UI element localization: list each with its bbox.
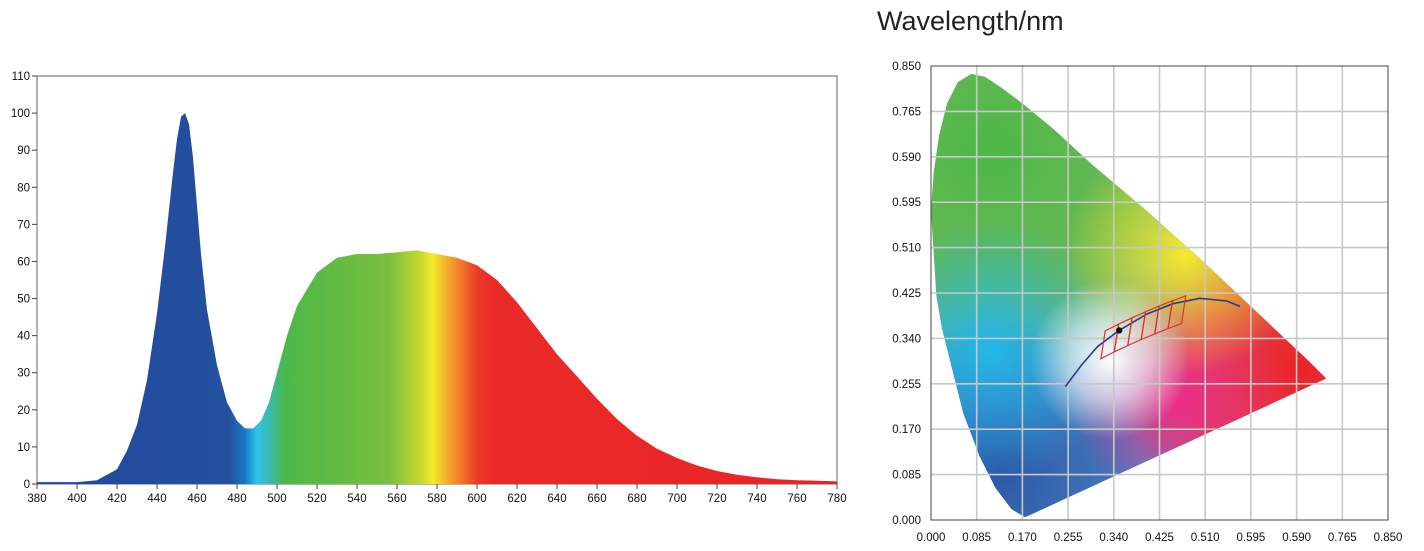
y-tick-label: 100 — [11, 108, 30, 120]
x-tick-label: 780 — [827, 493, 846, 505]
y-tick-label: 0.765 — [892, 106, 921, 118]
y-tick-label: 90 — [17, 145, 30, 157]
x-tick-label: 0.340 — [1099, 532, 1128, 544]
x-tick-label: 760 — [787, 493, 806, 505]
y-tick-label: 0.255 — [892, 379, 921, 391]
cie-chart: 0.000 0.085 0.170 0.255 0.340 0.425 0.510 0.595… — [892, 61, 1403, 544]
y-tick-label: 0.510 — [892, 243, 921, 255]
y-tick-label: 0.000 — [892, 515, 921, 527]
x-tick-label: 0.850 — [1374, 532, 1403, 544]
x-tick-label: 720 — [707, 493, 726, 505]
y-tick-label: 0.085 — [892, 470, 921, 482]
x-tick-label: 0.255 — [1054, 532, 1083, 544]
y-tick-label: 0.850 — [892, 61, 921, 73]
y-tick-label: 80 — [17, 182, 30, 194]
x-tick-label: 0.000 — [917, 532, 946, 544]
cie-y-axis: 0.000 0.085 0.170 0.255 0.340 0.425 0.510 0.595… — [892, 61, 921, 527]
spectrum-chart: 0 10 20 30 40 50 60 70 80 90 100 110 380 400 420 440 46… — [11, 71, 847, 505]
y-tick-label: 0.170 — [892, 424, 921, 436]
x-tick-label: 740 — [747, 493, 766, 505]
x-tick-label: 640 — [547, 493, 566, 505]
y-tick-label: 0 — [24, 479, 30, 491]
x-tick-label: 440 — [147, 493, 166, 505]
x-tick-label: 420 — [107, 493, 126, 505]
x-tick-label: 540 — [347, 493, 366, 505]
x-tick-label: 380 — [27, 493, 46, 505]
x-tick-label: 400 — [67, 493, 86, 505]
x-tick-label: 0.510 — [1191, 532, 1220, 544]
x-tick-label: 480 — [227, 493, 246, 505]
y-tick-label: 60 — [17, 256, 30, 268]
cie-plot-frame — [930, 65, 1389, 521]
x-tick-label: 600 — [467, 493, 486, 505]
spectrum-y-axis: 0 10 20 30 40 50 60 70 80 90 100 110 — [11, 71, 37, 491]
x-tick-label: 0.595 — [1237, 532, 1266, 544]
x-tick-label: 0.170 — [1008, 532, 1037, 544]
cie-x-axis: 0.000 0.085 0.170 0.255 0.340 0.425 0.510 0.595… — [917, 532, 1403, 544]
x-tick-label: 500 — [267, 493, 286, 505]
cie-grid — [931, 66, 1388, 520]
y-tick-label: 110 — [12, 71, 30, 83]
x-tick-label: 580 — [427, 493, 446, 505]
y-tick-label: 30 — [17, 368, 30, 380]
measured-point — [1115, 327, 1123, 334]
y-tick-label: 10 — [17, 442, 30, 454]
spectrum-area — [37, 113, 837, 484]
y-tick-label: 20 — [17, 405, 30, 417]
x-tick-label: 460 — [187, 493, 206, 505]
x-tick-label: 660 — [587, 493, 606, 505]
spectrum-x-axis: 380 400 420 440 460 480 500 520 540 560 580 600 620 6… — [27, 484, 847, 505]
x-tick-label: 0.085 — [962, 532, 991, 544]
x-tick-label: 680 — [627, 493, 646, 505]
planckian-locus — [1064, 297, 1241, 387]
x-tick-label: 0.590 — [1282, 532, 1311, 544]
x-tick-label: 0.765 — [1328, 532, 1357, 544]
x-tick-label: 700 — [667, 493, 686, 505]
y-tick-label: 0.425 — [892, 288, 921, 300]
y-tick-label: 50 — [17, 294, 30, 306]
y-tick-label: 0.340 — [892, 333, 921, 345]
x-tick-label: 560 — [387, 493, 406, 505]
bin-quad — [1167, 294, 1187, 330]
y-tick-label: 40 — [17, 331, 30, 343]
y-tick-label: 0.595 — [892, 197, 921, 209]
y-tick-label: 70 — [17, 219, 30, 231]
x-tick-label: 0.425 — [1145, 532, 1174, 544]
binning-grid — [1100, 294, 1187, 360]
page-title: Wavelength/nm — [877, 6, 1064, 36]
y-tick-label: 0.590 — [892, 152, 921, 164]
x-tick-label: 620 — [507, 493, 526, 505]
cie-gamut — [931, 74, 1327, 518]
x-tick-label: 520 — [307, 493, 326, 505]
